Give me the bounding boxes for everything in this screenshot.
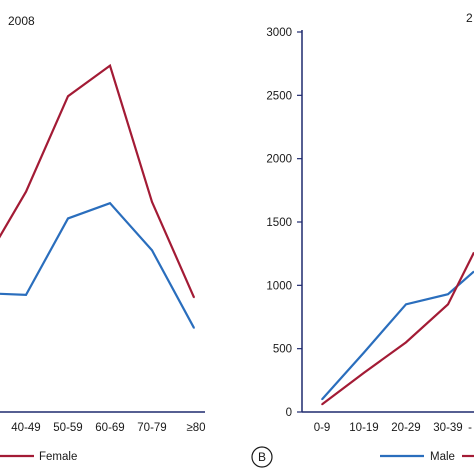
data-point-female [109,64,111,67]
data-point-female [405,341,407,344]
data-point-male [25,294,27,296]
data-point-female [151,201,153,203]
data-point-male [151,249,153,252]
panel-b-series [321,251,474,406]
data-point-female [25,190,27,193]
panel-b: 2 0 500 1000 1500 2000 2500 3000 0-9 10-19 20-29… [266,11,474,463]
data-point-male [193,327,195,329]
panel-b-x-tick: 10-19 [349,422,378,434]
panel-b-y-tick-label: 2500 [266,90,292,102]
panel-a-legend: Female [0,451,77,463]
panel-a-series [0,63,196,329]
data-point-male [67,217,69,220]
panel-b-y-tick-label: 1500 [266,217,292,229]
panel-a-x-tick: 60-69 [95,422,124,434]
data-point-male [447,293,449,296]
series-line-male [0,201,195,329]
panel-b-y-tick-label: 0 [286,407,292,419]
panel-b-x-tick-partial: - [468,422,472,434]
series-line-female [321,251,474,406]
legend-male-label: Male [430,451,455,463]
panel-b-x-tick: 30-39 [433,422,462,434]
panel-b-y-tick-label: 1000 [266,280,292,292]
panel-b-badge-circle [251,446,273,468]
panel-a-x-tick: 50-59 [53,422,82,434]
data-point-female [67,95,69,98]
series-line-female [0,63,196,298]
panel-b-badge: B [251,446,273,468]
data-point-female [321,403,323,406]
panel-b-x-ticks: 0-9 10-19 20-29 30-39- [314,422,472,434]
panel-b-y-tick-label: 500 [273,344,292,356]
panel-b-x-tick: 0-9 [314,422,331,434]
panel-b-badge-text: B [258,450,266,464]
legend-female-label: Female [39,451,77,463]
panel-a-title: 2008 [8,14,35,28]
data-point-female [447,303,449,306]
panel-b-legend: Male [380,451,474,463]
series-line-male [321,270,474,401]
data-point-male [321,398,323,401]
data-point-male [363,351,365,354]
data-point-male [405,303,407,306]
panel-b-y-tick-label: 3000 [266,27,292,39]
data-point-female [193,296,195,299]
data-point-male [109,202,111,204]
panel-a-x-tick: 40-49 [11,422,40,434]
panel-b-title-fragment: 2 [466,11,473,25]
data-point-female [363,371,365,374]
panel-b-y-tick-label: 2000 [266,154,292,166]
panel-a-x-tick: 70-79 [137,422,166,434]
panel-b-x-tick: 20-29 [391,422,420,434]
panel-b-y-ticks: 0 500 1000 1500 2000 2500 3000 [266,27,302,419]
panel-a-x-tick: ≥80 [186,422,205,434]
